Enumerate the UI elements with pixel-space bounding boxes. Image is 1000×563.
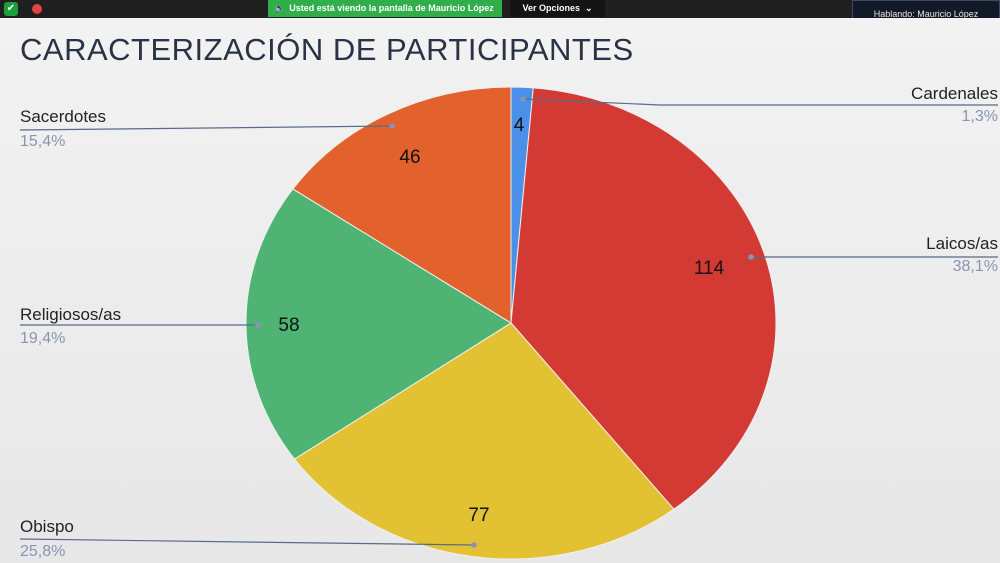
leader-dot: [389, 123, 395, 129]
slice-percent-label: 38,1%: [953, 258, 998, 275]
slice-value-label: 4: [514, 115, 525, 136]
slice-percent-label: 19,4%: [20, 330, 65, 347]
pie-slice-obispo: [293, 322, 675, 560]
pie-slice-sacerdotes: [292, 86, 512, 324]
leader-dot: [748, 254, 754, 260]
slice-category-label: Religiosos/as: [20, 305, 121, 324]
leader-dot: [520, 96, 526, 102]
pie-slice-laicos-as: [510, 87, 777, 510]
slice-value-label: 58: [278, 315, 299, 336]
slice-value-label: 77: [468, 505, 489, 526]
slice-percent-label: 15,4%: [20, 133, 65, 150]
slice-labels: 4 Cardenales 1,3% 114 Laicos/as 38,1% 77 Obispo…: [20, 84, 998, 560]
pie-slice-religiosos-as: [245, 188, 512, 460]
slide-title: CARACTERIZACIÓN DE PARTICIPANTES: [20, 32, 634, 67]
leader-lines: [19, 96, 998, 548]
recording-icon[interactable]: [32, 4, 42, 14]
screen-share-banner-text: Usted está viendo la pantalla de Maurici…: [289, 3, 494, 13]
slice-percent-label: 25,8%: [20, 543, 65, 560]
slice-value-label: 114: [694, 258, 725, 279]
slice-category-label: Cardenales: [911, 84, 998, 103]
chevron-down-icon: ⌄: [582, 3, 593, 13]
leader-line: [19, 538, 475, 546]
view-options-label: Ver Opciones: [522, 3, 580, 13]
leader-dot: [471, 542, 477, 548]
leader-dot: [255, 322, 261, 328]
leader-line: [19, 125, 393, 131]
leader-line: [522, 98, 998, 106]
slice-category-label: Obispo: [20, 517, 74, 536]
security-shield-icon[interactable]: ✔: [4, 2, 18, 16]
speaker-icon: 🔈: [274, 3, 286, 13]
active-speaker-text: Hablando: Mauricio López: [873, 9, 979, 19]
meeting-top-bar: ✔ 🔈 Usted está viendo la pantalla de Maur…: [0, 0, 1000, 18]
pie-slices: [245, 86, 777, 560]
slice-category-label: Sacerdotes: [20, 107, 106, 126]
slice-percent-label: 1,3%: [962, 108, 998, 125]
slice-category-label: Laicos/as: [926, 234, 998, 253]
slice-value-label: 46: [399, 147, 420, 168]
view-options-button[interactable]: Ver Opciones ⌄: [510, 0, 605, 17]
screen-share-banner: 🔈 Usted está viendo la pantalla de Mauric…: [268, 0, 502, 17]
